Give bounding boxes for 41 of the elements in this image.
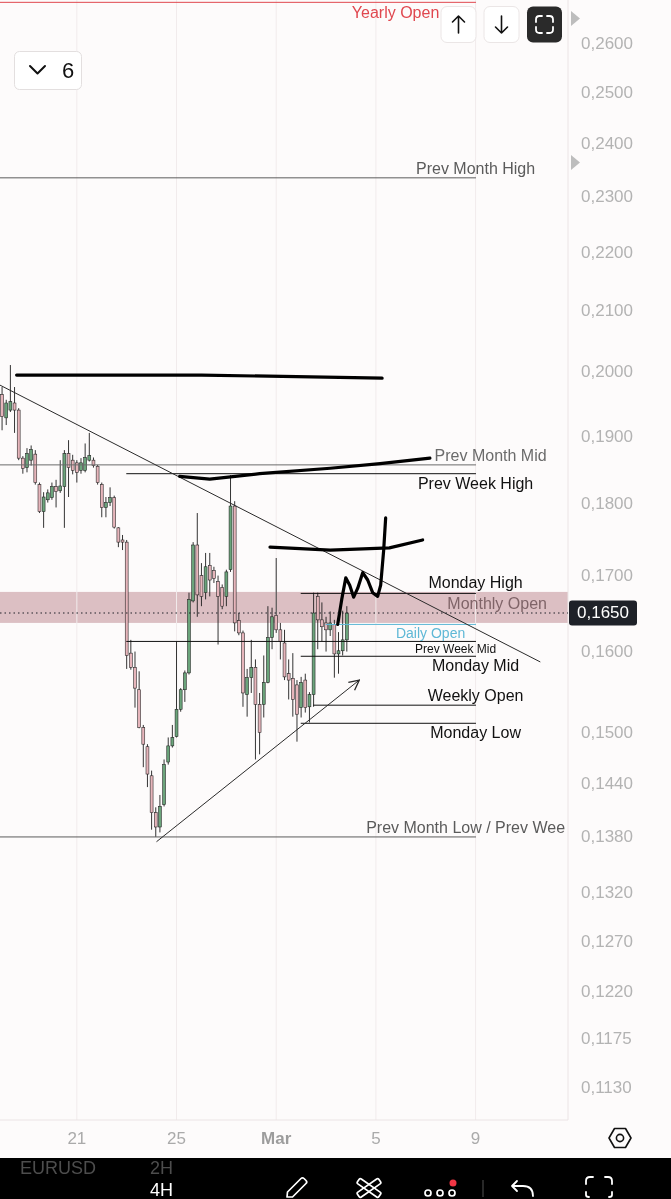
text: 4H: [150, 1180, 174, 1199]
y-tick-label: 0,1270: [581, 931, 633, 951]
y-tick-label: 0,1380: [581, 827, 633, 847]
y-tick-label: 0,2200: [581, 242, 633, 262]
y-tick-label: 0,1320: [581, 883, 633, 903]
y-tick-label: 0,1220: [581, 981, 633, 1001]
x-tick-label: 25: [167, 1128, 186, 1148]
y-tick-label: 0,2300: [581, 187, 633, 207]
series-label: Prev Week Mid: [415, 641, 497, 656]
series-label: Prev Month Mid: [434, 446, 547, 464]
y-tick-label: 0,2000: [581, 362, 633, 382]
y-tick-label: 0,1800: [581, 494, 633, 514]
series-label: Daily Open: [395, 624, 466, 641]
y-tick-label: 0,2100: [581, 301, 633, 321]
series-label: Prev Week High: [417, 474, 534, 492]
text: EURUSD: [20, 1158, 97, 1178]
series-label: Monday High: [428, 573, 523, 591]
y-tick-label: 0,2600: [581, 33, 633, 53]
y-tick-label: 0,1175: [581, 1028, 632, 1048]
band-label: Monthly Open: [447, 594, 547, 612]
y-tick-label: 0,1600: [581, 642, 633, 662]
y-tick-label: 0,2500: [581, 82, 633, 102]
y-tick-label: 0,1500: [581, 722, 633, 742]
y-tick-label: 0,1900: [581, 426, 633, 446]
x-tick-label: 9: [470, 1128, 481, 1148]
x-tick-label: Mar: [261, 1128, 292, 1148]
x-tick-label: 21: [67, 1128, 87, 1148]
text: 2H: [150, 1158, 174, 1178]
series-label: Prev Month Low / Prev Wee: [366, 818, 566, 836]
series-label: Yearly Open: [351, 3, 440, 21]
series-label: Monday Mid: [432, 657, 520, 675]
x-tick-label: 5: [371, 1128, 381, 1148]
y-tick-label: 0,2400: [581, 133, 633, 153]
series-label: Prev Month High: [416, 159, 536, 177]
y-tick-label: 0,1440: [581, 774, 633, 794]
y-tick-label: 0,1700: [581, 566, 633, 586]
y-tick-label: 0,1130: [581, 1077, 632, 1097]
series-label: Monday Low: [430, 724, 522, 742]
series-label: Weekly Open: [427, 687, 524, 705]
annotation: 6: [62, 58, 75, 83]
ref-line-label: 0,1650: [577, 603, 629, 623]
